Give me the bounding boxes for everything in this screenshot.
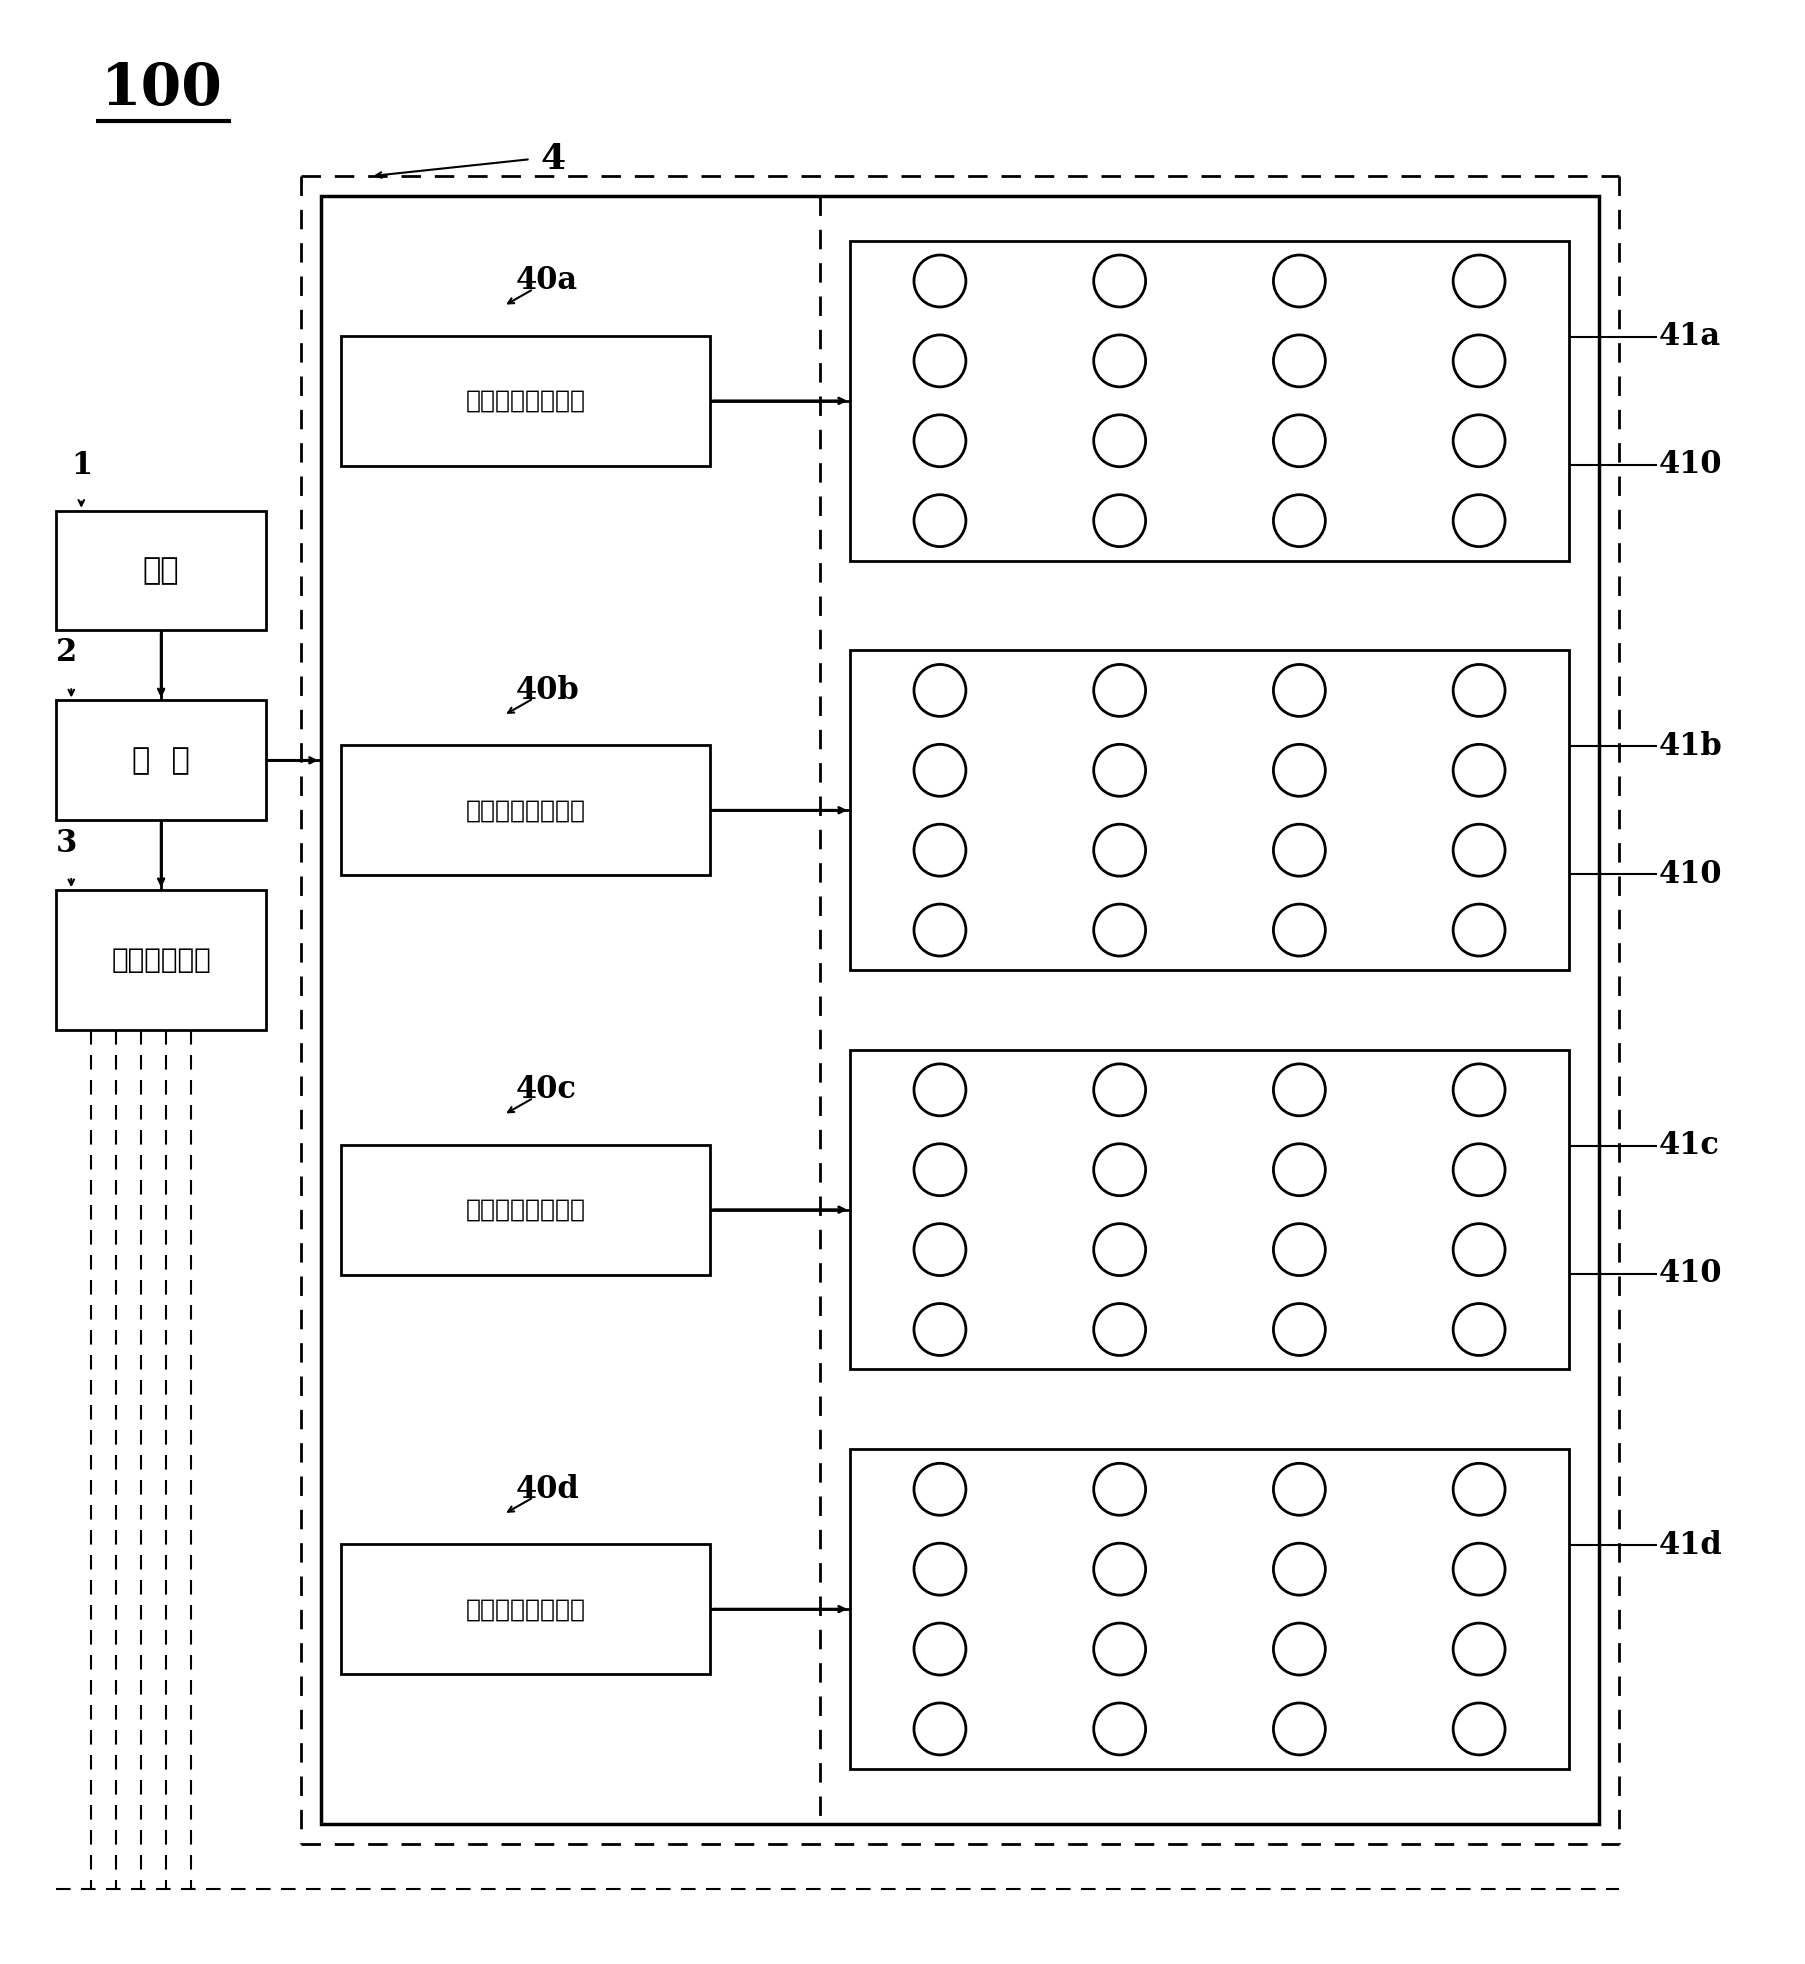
Circle shape (1094, 255, 1146, 306)
Text: 410: 410 (1659, 1259, 1722, 1288)
Circle shape (1453, 1224, 1505, 1275)
Bar (56, 511, 265, 630)
Circle shape (1453, 495, 1505, 546)
Bar (850, 242, 1569, 560)
Circle shape (913, 1143, 966, 1196)
Text: 解码器和多路开关: 解码器和多路开关 (466, 1597, 585, 1620)
Text: 解码器和多路开关: 解码器和多路开关 (466, 1198, 585, 1222)
Text: 410: 410 (1659, 450, 1722, 481)
Text: 41a: 41a (1659, 322, 1720, 352)
Circle shape (1274, 255, 1325, 306)
Circle shape (913, 255, 966, 306)
Circle shape (1453, 255, 1505, 306)
Circle shape (1094, 1304, 1146, 1355)
Bar (341, 336, 711, 465)
Bar (850, 1449, 1569, 1770)
Circle shape (1453, 1304, 1505, 1355)
Circle shape (1094, 1224, 1146, 1275)
Text: 1: 1 (70, 450, 92, 481)
Circle shape (913, 825, 966, 876)
Circle shape (1094, 1143, 1146, 1196)
Circle shape (913, 1463, 966, 1516)
Circle shape (1453, 1143, 1505, 1196)
Circle shape (1274, 414, 1325, 467)
Circle shape (1094, 1064, 1146, 1116)
Circle shape (1274, 1224, 1325, 1275)
Circle shape (1274, 495, 1325, 546)
Text: 数据传输模块: 数据传输模块 (112, 947, 211, 974)
Text: 41b: 41b (1659, 731, 1722, 762)
Circle shape (1274, 903, 1325, 956)
Circle shape (1453, 414, 1505, 467)
Text: 40b: 40b (516, 676, 579, 705)
Text: 解码器和多路开关: 解码器和多路开关 (466, 797, 585, 823)
Circle shape (1453, 1703, 1505, 1756)
Bar (341, 1544, 711, 1673)
Circle shape (1094, 825, 1146, 876)
Circle shape (1274, 744, 1325, 795)
Text: 410: 410 (1659, 858, 1722, 890)
Circle shape (1274, 1143, 1325, 1196)
Text: 2: 2 (56, 636, 78, 668)
Text: 40a: 40a (516, 265, 578, 297)
Circle shape (1453, 1622, 1505, 1675)
Bar (56, 890, 265, 1029)
Circle shape (1094, 1622, 1146, 1675)
Circle shape (1274, 1304, 1325, 1355)
Bar (850, 1051, 1569, 1369)
Text: 控  制: 控 制 (132, 744, 190, 776)
Circle shape (1274, 1463, 1325, 1516)
Circle shape (1453, 336, 1505, 387)
Circle shape (1453, 825, 1505, 876)
Circle shape (913, 903, 966, 956)
Text: 电源: 电源 (143, 556, 179, 585)
Text: 40c: 40c (516, 1074, 576, 1106)
Circle shape (1453, 664, 1505, 717)
Circle shape (913, 664, 966, 717)
Circle shape (913, 1544, 966, 1595)
Circle shape (1094, 1703, 1146, 1756)
Bar (341, 744, 711, 876)
Bar (56, 701, 265, 821)
Circle shape (1094, 336, 1146, 387)
Circle shape (1274, 664, 1325, 717)
Circle shape (913, 1304, 966, 1355)
Circle shape (913, 336, 966, 387)
Circle shape (913, 495, 966, 546)
Text: 100: 100 (101, 61, 224, 118)
Circle shape (1274, 1544, 1325, 1595)
Circle shape (1094, 495, 1146, 546)
Circle shape (1094, 414, 1146, 467)
Text: 41d: 41d (1659, 1530, 1722, 1561)
Circle shape (1094, 1544, 1146, 1595)
Bar (341, 1145, 711, 1275)
Text: 3: 3 (56, 827, 78, 858)
Circle shape (1274, 1064, 1325, 1116)
Text: 解码器和多路开关: 解码器和多路开关 (466, 389, 585, 412)
Circle shape (1094, 1463, 1146, 1516)
Bar (850, 650, 1569, 970)
Circle shape (1274, 825, 1325, 876)
Circle shape (913, 1064, 966, 1116)
Circle shape (1094, 903, 1146, 956)
Circle shape (1274, 1703, 1325, 1756)
Circle shape (913, 414, 966, 467)
Circle shape (1453, 1544, 1505, 1595)
Circle shape (1453, 903, 1505, 956)
Circle shape (1274, 1622, 1325, 1675)
Text: 4: 4 (540, 141, 565, 177)
Text: 40d: 40d (516, 1473, 579, 1504)
Circle shape (1094, 744, 1146, 795)
Circle shape (913, 1622, 966, 1675)
Circle shape (1453, 1463, 1505, 1516)
Circle shape (1453, 744, 1505, 795)
Circle shape (913, 1224, 966, 1275)
Circle shape (1094, 664, 1146, 717)
Text: 41c: 41c (1659, 1129, 1720, 1161)
Circle shape (913, 744, 966, 795)
Circle shape (1453, 1064, 1505, 1116)
Circle shape (1274, 336, 1325, 387)
Circle shape (913, 1703, 966, 1756)
Bar (321, 196, 1599, 1825)
